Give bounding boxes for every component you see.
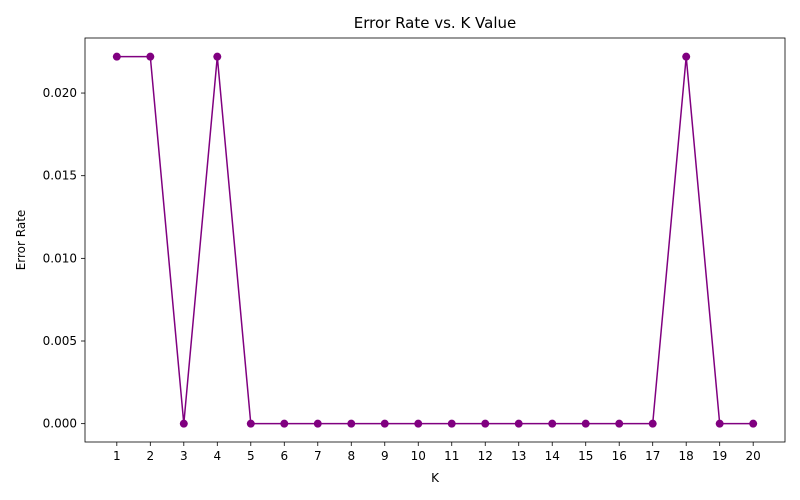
data-point-k3 (179, 419, 188, 428)
data-point-k16 (615, 419, 624, 428)
chart-title: Error Rate vs. K Value (354, 14, 517, 32)
x-tick-label: 18 (679, 449, 694, 463)
y-tick-label: 0.020 (43, 86, 77, 100)
y-axis-ticks: 0.000 0.005 0.010 0.015 0.020 (43, 86, 85, 431)
y-axis-title: Error Rate (14, 210, 28, 271)
x-tick-label: 3 (180, 449, 188, 463)
x-tick-label: 2 (146, 449, 154, 463)
x-tick-label: 15 (578, 449, 593, 463)
y-tick-label: 0.015 (43, 169, 77, 183)
x-tick-label: 12 (478, 449, 493, 463)
data-point-k9 (380, 419, 389, 428)
x-tick-label: 6 (280, 449, 288, 463)
x-tick-label: 13 (511, 449, 526, 463)
x-tick-label: 17 (645, 449, 660, 463)
data-point-k6 (280, 419, 289, 428)
x-tick-label: 20 (746, 449, 761, 463)
x-axis-title: K (431, 471, 440, 485)
data-point-k18 (682, 52, 691, 61)
x-tick-label: 7 (314, 449, 322, 463)
x-tick-label: 1 (113, 449, 121, 463)
plot-area: 1 2 3 4 5 6 7 8 9 10 11 12 13 14 15 16 17 18 19 20 0.0000.0… (43, 37, 786, 463)
y-tick-label: 0.005 (43, 334, 77, 348)
data-point-k4 (213, 52, 222, 61)
data-point-k11 (447, 419, 456, 428)
x-tick-label: 11 (444, 449, 459, 463)
x-tick-label: 14 (545, 449, 560, 463)
x-tick-label: 10 (411, 449, 426, 463)
x-tick-label: 5 (247, 449, 255, 463)
data-point-k8 (347, 419, 356, 428)
axes-frame (84, 37, 786, 443)
data-point-k14 (548, 419, 557, 428)
data-point-k2 (146, 52, 155, 61)
data-point-k5 (246, 419, 255, 428)
error-rate-line (116, 55, 754, 425)
data-point-k17 (648, 419, 657, 428)
data-point-k15 (581, 419, 590, 428)
x-tick-label: 19 (712, 449, 727, 463)
data-point-k20 (749, 419, 758, 428)
data-point-k1 (112, 52, 121, 61)
data-point-k12 (481, 419, 490, 428)
data-point-k13 (514, 419, 523, 428)
x-tick-label: 8 (347, 449, 355, 463)
x-tick-label: 16 (612, 449, 627, 463)
x-tick-label: 9 (381, 449, 389, 463)
data-point-k19 (715, 419, 724, 428)
data-point-k10 (414, 419, 423, 428)
y-tick-label: 0.010 (43, 251, 77, 265)
x-tick-label: 4 (213, 449, 221, 463)
x-axis-ticks: 1 2 3 4 5 6 7 8 9 10 11 12 13 14 15 16 17 18 19 20 (113, 442, 761, 463)
series-layer (112, 52, 758, 428)
y-tick-label: 0.000 (43, 417, 77, 431)
data-point-k7 (313, 419, 322, 428)
